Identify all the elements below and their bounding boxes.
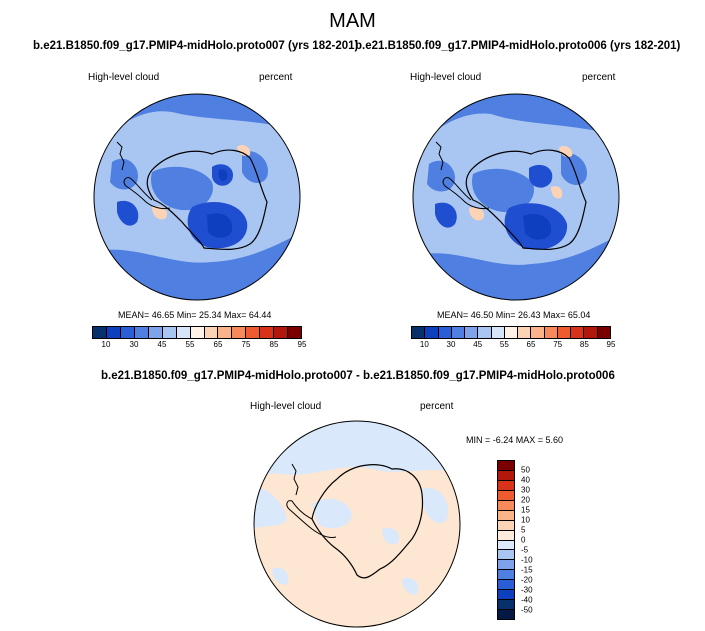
colorbar-tick-label: 15 [521,505,530,515]
colorbar-swatch [544,327,558,338]
colorbar-swatch [498,600,514,611]
colorbar-swatch [288,327,302,338]
diff-colorbar: 50 40 30 20 15 10 5 0 -5 -10 -15 -20 -30 -40 -50 [497,460,547,620]
colorbar-tick-label: 65 [526,340,536,349]
colorbar-swatch [176,327,191,338]
colorbar-swatch [498,520,514,531]
colorbar-tick-label: 85 [579,340,589,349]
colorbar-tick-label: 10 [419,340,429,349]
colorbar-tick-label: -15 [521,565,533,575]
right-colorbar: 10 30 45 55 65 75 85 95 [411,326,615,356]
colorbar-swatch [498,480,514,491]
colorbar-swatch [438,327,452,338]
colorbar-swatch [465,327,479,338]
diff-variable-label: High-level cloud [250,401,322,412]
colorbar-swatch [498,530,514,541]
colorbar-swatch [498,500,514,511]
colorbar-swatch [498,490,514,501]
colorbar-swatch [218,327,233,338]
right-polar-map [412,93,620,301]
colorbar-tick-label: 40 [521,475,530,485]
colorbar-swatch [498,560,514,571]
colorbar-swatch [571,327,585,338]
colorbar-swatch [274,327,289,338]
colorbar-swatch [120,327,135,338]
colorbar-tick-label: -30 [521,585,533,595]
left-panel-title: b.e21.B1850.f09_g17.PMIP4-midHolo.proto0… [33,40,359,52]
colorbar-swatch [412,327,426,338]
colorbar-swatch [498,590,514,601]
colorbar-swatch [531,327,545,338]
colorbar-swatch [246,327,261,338]
colorbar-swatch [498,461,514,471]
colorbar-swatch [498,580,514,591]
right-map-border [412,93,620,301]
colorbar-tick-label: -20 [521,575,533,585]
colorbar-swatch [498,550,514,561]
colorbar-tick-label: 75 [241,340,251,349]
colorbar-swatch [190,327,205,338]
colorbar-tick-label: 75 [553,340,563,349]
colorbar-swatch [491,327,505,338]
diff-map-border [253,420,461,628]
colorbar-swatch [451,327,466,338]
diff-stats: MIN = -6.24 MAX = 5.60 [466,435,564,445]
colorbar-swatch [425,327,439,338]
colorbar-tick-label: 10 [101,340,111,349]
colorbar-swatch [518,327,532,338]
colorbar-swatch [162,327,177,338]
colorbar-swatch [557,327,572,338]
colorbar-swatch [148,327,163,338]
left-colorbar: 10 30 45 55 65 75 85 95 [92,326,306,356]
colorbar-swatch [204,327,219,338]
left-variable-label: High-level cloud [88,72,160,83]
colorbar-swatch [478,327,492,338]
colorbar-swatch [597,327,610,338]
colorbar-swatch [498,540,514,551]
diff-units-label: percent [420,401,454,412]
right-units-label: percent [582,72,616,83]
colorbar-swatch [134,327,149,338]
colorbar-tick-label: 85 [269,340,279,349]
colorbar-tick-label: -5 [521,545,529,555]
colorbar-tick-label: 55 [499,340,509,349]
left-stats: MEAN= 46.65 Min= 25.34 Max= 64.44 [118,310,272,320]
colorbar-swatch [106,327,121,338]
right-stats: MEAN= 46.50 Min= 26.43 Max= 65.04 [437,310,591,320]
diff-polar-map [253,420,461,628]
colorbar-tick-label: 95 [297,340,307,349]
colorbar-tick-label: 30 [521,485,530,495]
diff-panel-title: b.e21.B1850.f09_g17.PMIP4-midHolo.proto0… [101,370,615,382]
main-title: MAM [329,10,376,32]
colorbar-tick-label: 30 [129,340,139,349]
colorbar-tick-label: 50 [521,465,530,475]
colorbar-tick-label: 5 [521,525,526,535]
colorbar-swatch [584,327,598,338]
colorbar-tick-label: -40 [521,595,533,605]
colorbar-swatch [93,327,107,338]
colorbar-tick-label: 55 [185,340,195,349]
colorbar-swatch [498,470,514,481]
colorbar-swatch [498,510,514,521]
colorbar-tick-label: -50 [521,605,533,615]
colorbar-swatch [260,327,275,338]
colorbar-tick-label: 10 [521,515,530,525]
left-units-label: percent [259,72,293,83]
colorbar-tick-label: 45 [157,340,167,349]
colorbar-swatch [498,570,514,581]
colorbar-swatch [504,327,519,338]
colorbar-swatch [498,610,514,619]
colorbar-tick-label: 65 [213,340,223,349]
colorbar-tick-label: 30 [446,340,456,349]
colorbar-tick-label: 0 [521,535,526,545]
left-map-border [93,93,301,301]
colorbar-swatch [232,327,247,338]
colorbar-tick-label: -10 [521,555,533,565]
colorbar-tick-label: 95 [606,340,616,349]
right-variable-label: High-level cloud [410,72,482,83]
colorbar-tick-label: 45 [473,340,483,349]
colorbar-tick-label: 20 [521,495,530,505]
left-polar-map [93,93,301,301]
right-panel-title: b.e21.B1850.f09_g17.PMIP4-midHolo.proto0… [355,40,681,52]
